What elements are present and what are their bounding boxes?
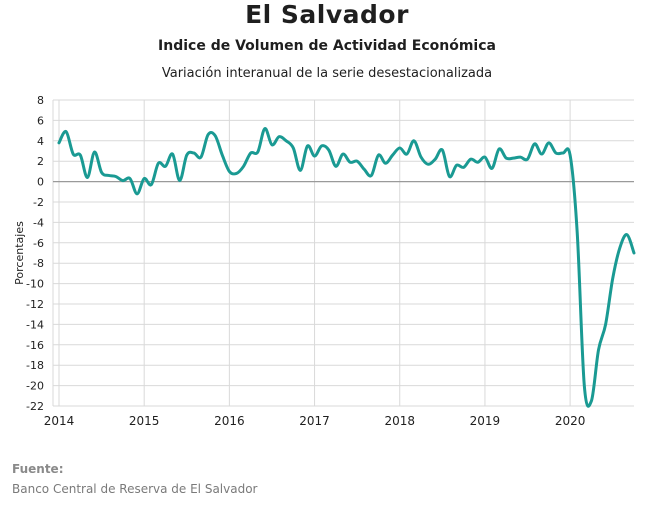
chart-subtitle: Indice de Volumen de Actividad Económica — [158, 38, 496, 54]
y-tick-label: -18 — [26, 359, 44, 372]
x-tick-label: 2018 — [384, 414, 415, 428]
page-title: El Salvador — [245, 0, 409, 29]
source-text: Banco Central de Reserva de El Salvador — [12, 482, 258, 496]
series-line — [57, 127, 636, 408]
y-tick-label: -20 — [26, 380, 44, 393]
y-tick-label: 4 — [37, 135, 44, 148]
y-tick-label: -10 — [26, 278, 44, 291]
x-tick-label: 2015 — [129, 414, 160, 428]
y-tick-label: -8 — [33, 257, 44, 270]
x-tick-label: 2019 — [470, 414, 501, 428]
x-tick-label: 2016 — [214, 414, 245, 428]
x-tick-label: 2017 — [299, 414, 330, 428]
x-tick-label: 2014 — [44, 414, 75, 428]
y-tick-label: -22 — [26, 400, 44, 413]
y-tick-label: -4 — [33, 216, 44, 229]
source-heading: Fuente: — [12, 462, 64, 476]
y-tick-label: -14 — [26, 318, 44, 331]
x-tick-label: 2020 — [555, 414, 586, 428]
y-tick-label: -16 — [26, 339, 44, 352]
y-tick-label: 0 — [37, 176, 44, 189]
y-axis-label: Porcentajes — [13, 221, 26, 285]
y-tick-label: 6 — [37, 114, 44, 127]
y-tick-label: -12 — [26, 298, 44, 311]
y-tick-label: -6 — [33, 237, 44, 250]
y-tick-label: -2 — [33, 196, 44, 209]
chart-subtitle-secondary: Variación interanual de la serie desesta… — [161, 66, 493, 81]
y-tick-label: 2 — [37, 155, 44, 168]
y-tick-label: 8 — [37, 94, 44, 107]
